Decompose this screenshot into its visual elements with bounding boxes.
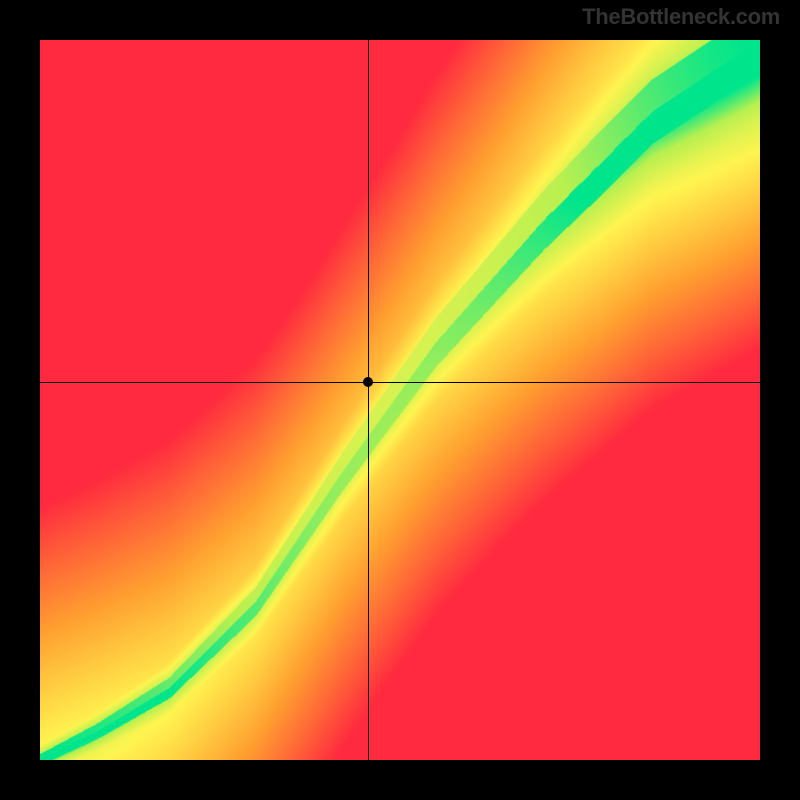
crosshair-vertical bbox=[368, 40, 369, 760]
crosshair-marker bbox=[363, 377, 373, 387]
crosshair-horizontal bbox=[40, 382, 760, 383]
attribution-text: TheBottleneck.com bbox=[582, 4, 780, 30]
chart-frame: TheBottleneck.com bbox=[0, 0, 800, 800]
bottleneck-heatmap bbox=[40, 40, 760, 760]
